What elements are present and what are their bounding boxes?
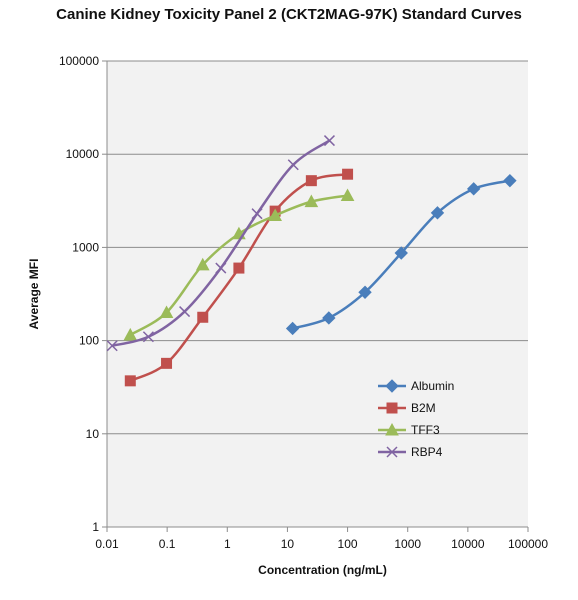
albumin-data-point — [503, 173, 517, 188]
tff3-data-point — [268, 208, 282, 221]
y-tick-label: 1000 — [72, 240, 99, 254]
x-tick-label: 100000 — [508, 537, 548, 551]
rbp4-data-point — [287, 159, 299, 171]
b2m-data-point — [161, 357, 173, 369]
x-tick-label: 0.01 — [95, 537, 119, 551]
albumin-data-point — [430, 206, 445, 220]
rbp4-data-point — [179, 306, 191, 318]
x-tick-label: 10 — [281, 537, 295, 551]
b2m-data-point — [124, 375, 136, 387]
albumin-data-point — [394, 246, 408, 260]
chart-title: Canine Kidney Toxicity Panel 2 (CKT2MAG-… — [56, 6, 522, 23]
albumin-data-point — [358, 285, 372, 299]
y-axis-title: Average MFI — [27, 259, 41, 330]
tff3-data-point — [159, 305, 174, 319]
rbp4-data-point — [251, 208, 263, 220]
plot-area — [107, 61, 528, 527]
y-tick-label: 100 — [79, 334, 99, 348]
b2m-data-point — [197, 311, 209, 323]
legend-marker-b2m — [386, 402, 398, 414]
b2m-data-point — [233, 262, 245, 274]
y-tick-label: 10 — [86, 427, 100, 441]
x-tick-label: 0.1 — [159, 537, 176, 551]
rbp4-data-point — [106, 340, 118, 352]
x-tick-label: 10000 — [451, 537, 485, 551]
legend-label-tff3: TFF3 — [411, 423, 440, 437]
tff3-data-point — [123, 327, 138, 341]
albumin-data-point — [466, 182, 481, 196]
legend-label-rbp4: RBP4 — [411, 445, 443, 459]
x-axis-title: Concentration (ng/mL) — [258, 563, 387, 577]
tff3-data-point — [304, 194, 319, 208]
legend-label-albumin: Albumin — [411, 379, 454, 393]
y-tick-label: 1 — [92, 520, 99, 534]
rbp4-data-point — [142, 331, 154, 343]
tff3-data-point — [340, 188, 355, 202]
y-tick-label: 10000 — [66, 147, 100, 161]
rbp4-data-point — [215, 262, 227, 274]
rbp4-data-point — [323, 135, 335, 147]
tff3-data-point — [195, 257, 210, 271]
x-tick-label: 100 — [338, 537, 358, 551]
legend-marker-tff3 — [385, 422, 399, 436]
albumin-data-point — [285, 321, 300, 336]
b2m-data-point — [305, 175, 317, 187]
albumin-data-point — [322, 311, 336, 325]
legend-label-b2m: B2M — [411, 401, 436, 415]
legend-marker-rbp4 — [386, 446, 398, 458]
x-tick-label: 1000 — [394, 537, 421, 551]
legend-marker-albumin — [385, 379, 399, 393]
y-tick-label: 100000 — [59, 54, 99, 68]
b2m-data-point — [342, 168, 354, 180]
x-tick-label: 1 — [224, 537, 231, 551]
